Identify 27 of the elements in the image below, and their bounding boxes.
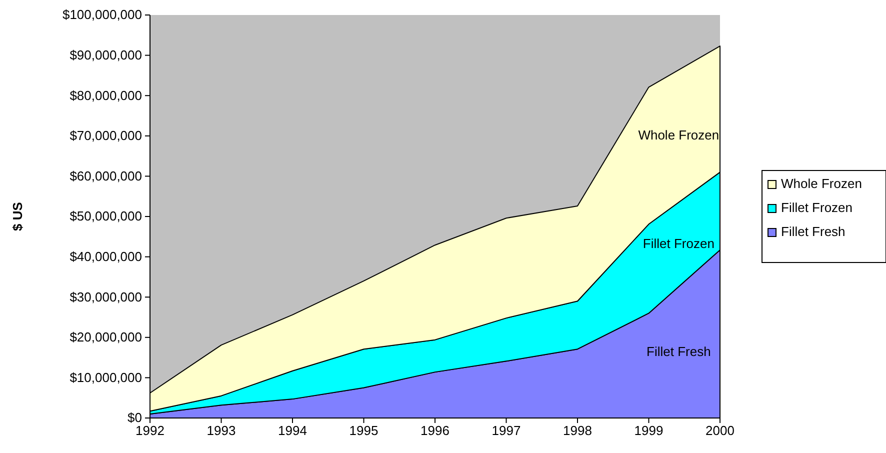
x-tick-label: 1994 xyxy=(278,423,307,438)
legend-label: Fillet Fresh xyxy=(781,224,846,239)
x-tick-label: 1992 xyxy=(136,423,164,438)
x-tick-label: 1993 xyxy=(206,423,236,438)
y-tick-label: $90,000,000 xyxy=(70,47,142,62)
y-tick-label: $60,000,000 xyxy=(70,168,142,184)
y-tick-label: $70,000,000 xyxy=(70,128,142,144)
y-tick-label: $10,000,000 xyxy=(70,370,142,385)
y-tick-label: $30,000,000 xyxy=(70,289,142,304)
y-tick-label: $80,000,000 xyxy=(70,88,142,103)
x-tick-label: 1998 xyxy=(563,423,592,438)
x-tick-label: 1999 xyxy=(634,423,664,438)
x-tick-label: 2000 xyxy=(706,423,734,438)
text: Fillet Frozen xyxy=(642,236,714,251)
legend-label: Whole Frozen xyxy=(781,176,862,191)
y-tick-label: $50,000,000 xyxy=(70,208,142,224)
y-tick-label: $100,000,000 xyxy=(62,7,142,22)
y-tick-label: $0 xyxy=(128,410,142,426)
text: Fillet Fresh xyxy=(646,344,711,359)
y-tick-label: $20,000,000 xyxy=(70,330,142,345)
legend-label: Fillet Frozen xyxy=(781,200,853,215)
x-tick-label: 1997 xyxy=(492,423,521,438)
y-axis-title: $ US xyxy=(10,202,25,231)
x-tick-label: 1995 xyxy=(349,423,378,438)
y-tick-label: $40,000,000 xyxy=(70,248,142,264)
text: Whole Frozen xyxy=(638,128,720,143)
x-tick-label: 1996 xyxy=(420,423,450,438)
